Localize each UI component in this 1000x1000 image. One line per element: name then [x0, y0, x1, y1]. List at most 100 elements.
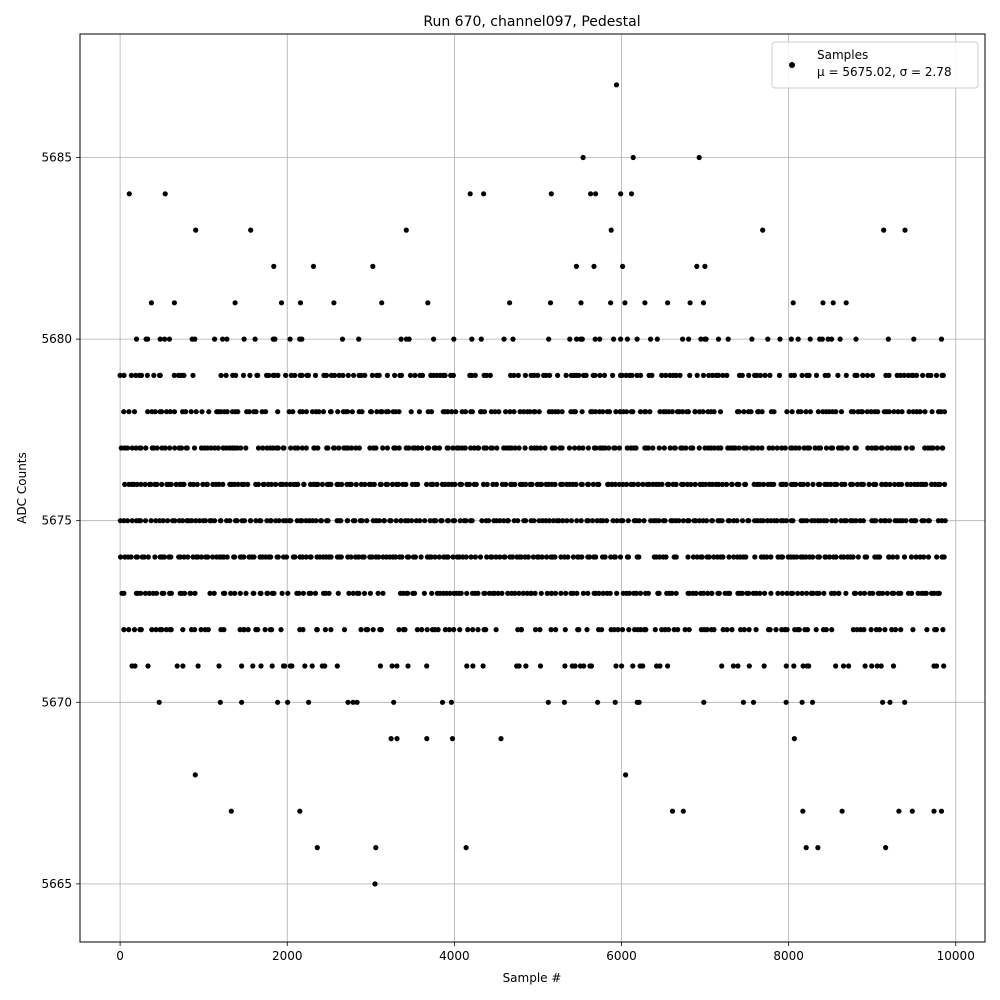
data-point	[171, 409, 178, 415]
data-point	[537, 627, 543, 633]
data-point	[940, 445, 946, 451]
data-point	[157, 336, 163, 342]
data-point	[618, 191, 624, 197]
data-point	[283, 554, 290, 560]
data-point	[507, 409, 513, 415]
data-point	[810, 590, 816, 596]
data-point	[373, 445, 379, 451]
data-point	[469, 409, 475, 415]
data-point	[570, 590, 576, 596]
data-point	[228, 590, 234, 596]
data-point	[784, 590, 790, 596]
data-point	[334, 663, 340, 669]
data-point	[727, 590, 733, 596]
data-point	[830, 445, 836, 451]
data-point	[593, 554, 599, 560]
data-point	[241, 336, 247, 342]
data-point	[192, 590, 198, 596]
data-point	[271, 590, 277, 596]
data-point	[417, 518, 423, 524]
data-point	[719, 518, 725, 524]
data-point	[739, 518, 746, 524]
data-point	[799, 590, 805, 596]
data-point	[738, 627, 744, 633]
data-point	[424, 736, 430, 742]
data-point	[823, 445, 830, 451]
data-point	[215, 445, 221, 451]
data-point	[592, 336, 598, 342]
data-point	[118, 554, 124, 560]
data-point	[452, 481, 458, 487]
data-point	[806, 445, 813, 451]
data-point	[784, 627, 790, 633]
data-point	[746, 518, 752, 524]
data-point	[608, 227, 614, 233]
data-point	[335, 409, 341, 415]
data-point	[861, 590, 868, 596]
data-point	[205, 627, 211, 633]
data-point	[412, 372, 418, 378]
data-point	[579, 409, 585, 415]
data-point	[137, 518, 144, 524]
data-point	[446, 627, 452, 633]
data-point	[619, 372, 625, 378]
data-point	[498, 736, 504, 742]
data-point	[688, 481, 694, 487]
data-point	[696, 445, 702, 451]
data-point	[601, 372, 608, 378]
data-point	[889, 627, 895, 633]
data-point	[636, 554, 642, 560]
data-point	[657, 409, 663, 415]
data-point	[873, 445, 880, 451]
data-point	[380, 590, 386, 596]
data-point	[761, 481, 767, 487]
data-point	[396, 627, 402, 633]
data-point	[544, 590, 550, 596]
data-point	[372, 881, 378, 887]
data-point	[607, 590, 613, 596]
data-point	[145, 409, 151, 415]
data-point	[273, 481, 279, 487]
data-point	[189, 518, 195, 524]
data-point	[576, 445, 582, 451]
data-point	[694, 263, 700, 269]
data-point	[181, 481, 187, 487]
data-point	[630, 481, 637, 487]
x-tick-label: 0	[116, 949, 124, 963]
data-point	[645, 445, 652, 451]
data-point	[326, 590, 332, 596]
data-point	[687, 300, 693, 306]
data-point	[883, 481, 889, 487]
data-point	[700, 300, 707, 306]
data-point	[613, 663, 619, 669]
data-point	[367, 590, 373, 596]
data-point	[539, 554, 545, 560]
data-point	[665, 627, 672, 633]
data-point	[331, 300, 337, 306]
data-point	[481, 409, 488, 415]
data-point	[369, 372, 375, 378]
data-point	[517, 409, 523, 415]
data-point	[634, 336, 640, 342]
data-point	[685, 554, 691, 560]
data-point	[447, 590, 453, 596]
data-point	[198, 627, 204, 633]
data-point	[901, 372, 907, 378]
data-point	[890, 663, 897, 669]
data-point	[903, 445, 909, 451]
data-point	[183, 409, 189, 415]
data-point	[224, 409, 230, 415]
data-point	[152, 554, 158, 560]
data-point	[840, 663, 847, 669]
data-point	[535, 372, 541, 378]
data-point	[572, 445, 578, 451]
data-point	[937, 481, 943, 487]
data-point	[376, 554, 382, 560]
data-point	[853, 336, 859, 342]
data-point	[805, 481, 811, 487]
data-point	[790, 518, 796, 524]
data-point	[788, 336, 794, 342]
axis-ticks: 0 2000 4000 6000 8000 10000 5665 5670 5675 5680 56…	[41, 150, 974, 963]
data-point	[803, 845, 809, 851]
data-point	[287, 481, 293, 487]
